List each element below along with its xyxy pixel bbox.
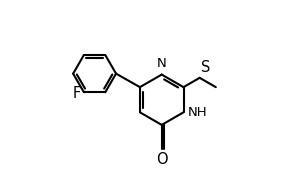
Text: NH: NH bbox=[187, 106, 207, 119]
Text: O: O bbox=[156, 152, 168, 167]
Text: S: S bbox=[200, 60, 210, 75]
Text: N: N bbox=[157, 57, 166, 70]
Text: F: F bbox=[72, 86, 81, 101]
